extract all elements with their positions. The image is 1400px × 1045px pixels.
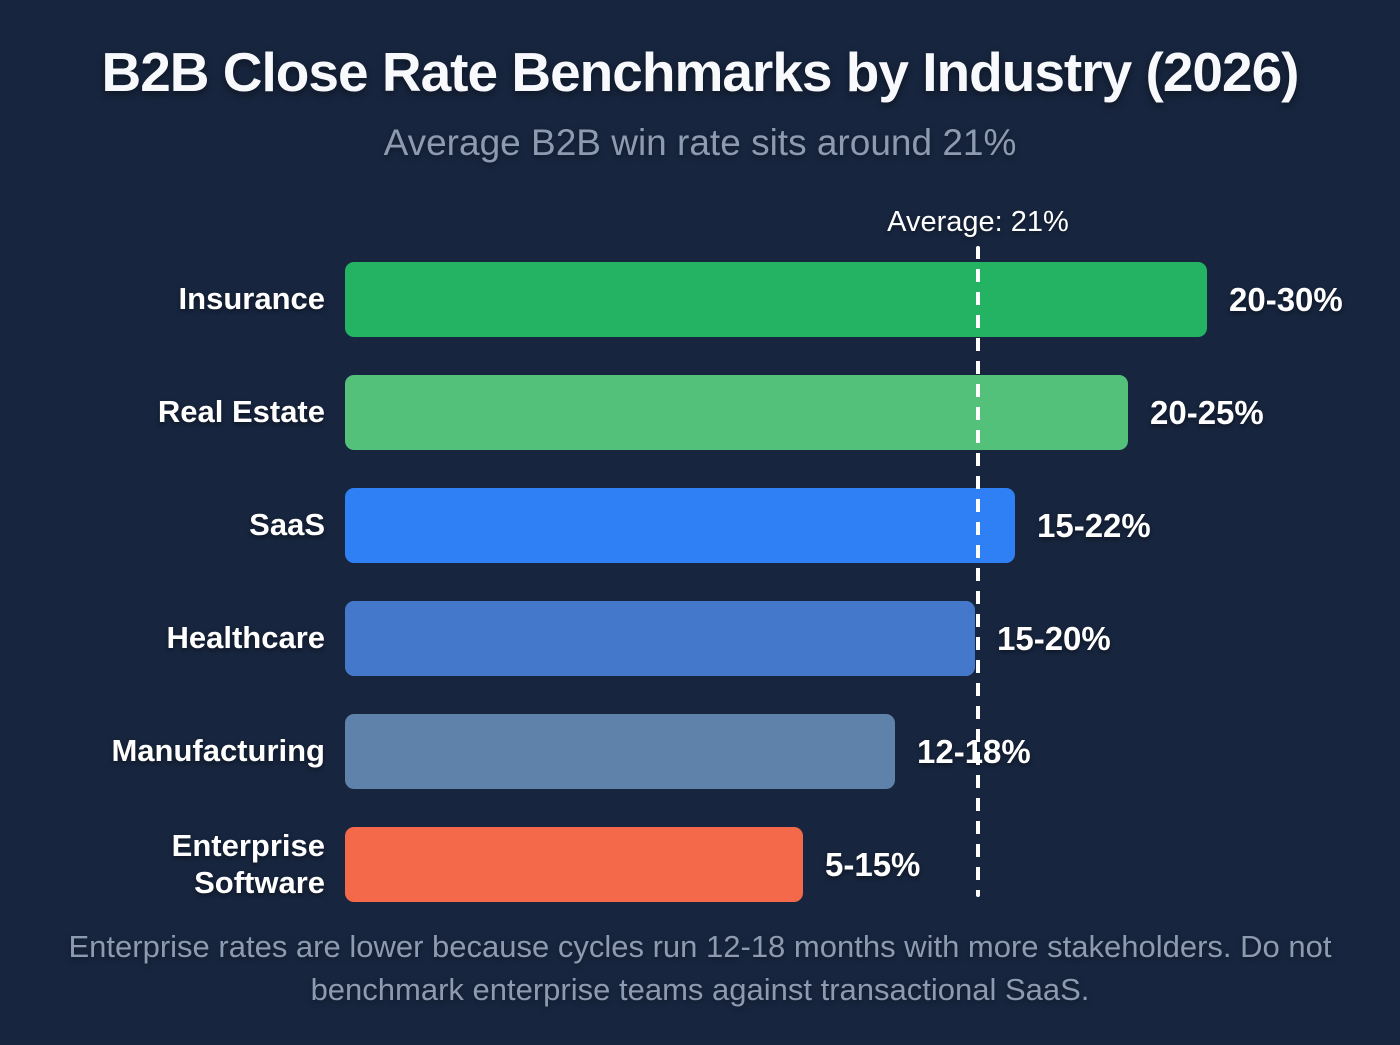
bar [345, 827, 803, 902]
value-label: 15-20% [997, 619, 1111, 657]
bar-row: Real Estate 20-25% [0, 356, 1400, 469]
bar [345, 601, 975, 676]
bar-row: SaaS 15-22% [0, 469, 1400, 582]
category-label: SaaS [249, 507, 325, 543]
chart-subtitle: Average B2B win rate sits around 21% [383, 122, 1017, 163]
value-label: 20-25% [1150, 393, 1264, 431]
bar-row: Insurance 20-30% [0, 243, 1400, 356]
bar [345, 488, 1015, 563]
average-line-label: Average: 21% [887, 206, 1069, 238]
bar-row: Healthcare 15-20% [0, 582, 1400, 695]
value-label: 15-22% [1037, 506, 1151, 544]
bar-row: Enterprise Software 5-15% [0, 808, 1400, 921]
category-label: Healthcare [166, 620, 325, 656]
bar [345, 714, 895, 789]
category-label: Insurance [178, 281, 325, 317]
bar-row: Manufacturing 12-18% [0, 695, 1400, 808]
category-label: Real Estate [157, 394, 325, 430]
value-label: 5-15% [825, 845, 921, 883]
chart-footnote: Enterprise rates are lower because cycle… [68, 929, 1332, 1007]
bar-rows: Insurance 20-30% Real Estate 20-25% SaaS… [0, 243, 1400, 921]
value-label: 12-18% [917, 732, 1031, 770]
chart-title: B2B Close Rate Benchmarks by Industry (2… [101, 41, 1300, 103]
bar [345, 375, 1128, 450]
category-label: Manufacturing [111, 733, 325, 769]
category-label: Enterprise Software [171, 827, 325, 900]
value-label: 20-30% [1229, 280, 1343, 318]
average-reference-line [976, 246, 980, 897]
bar [345, 262, 1207, 337]
